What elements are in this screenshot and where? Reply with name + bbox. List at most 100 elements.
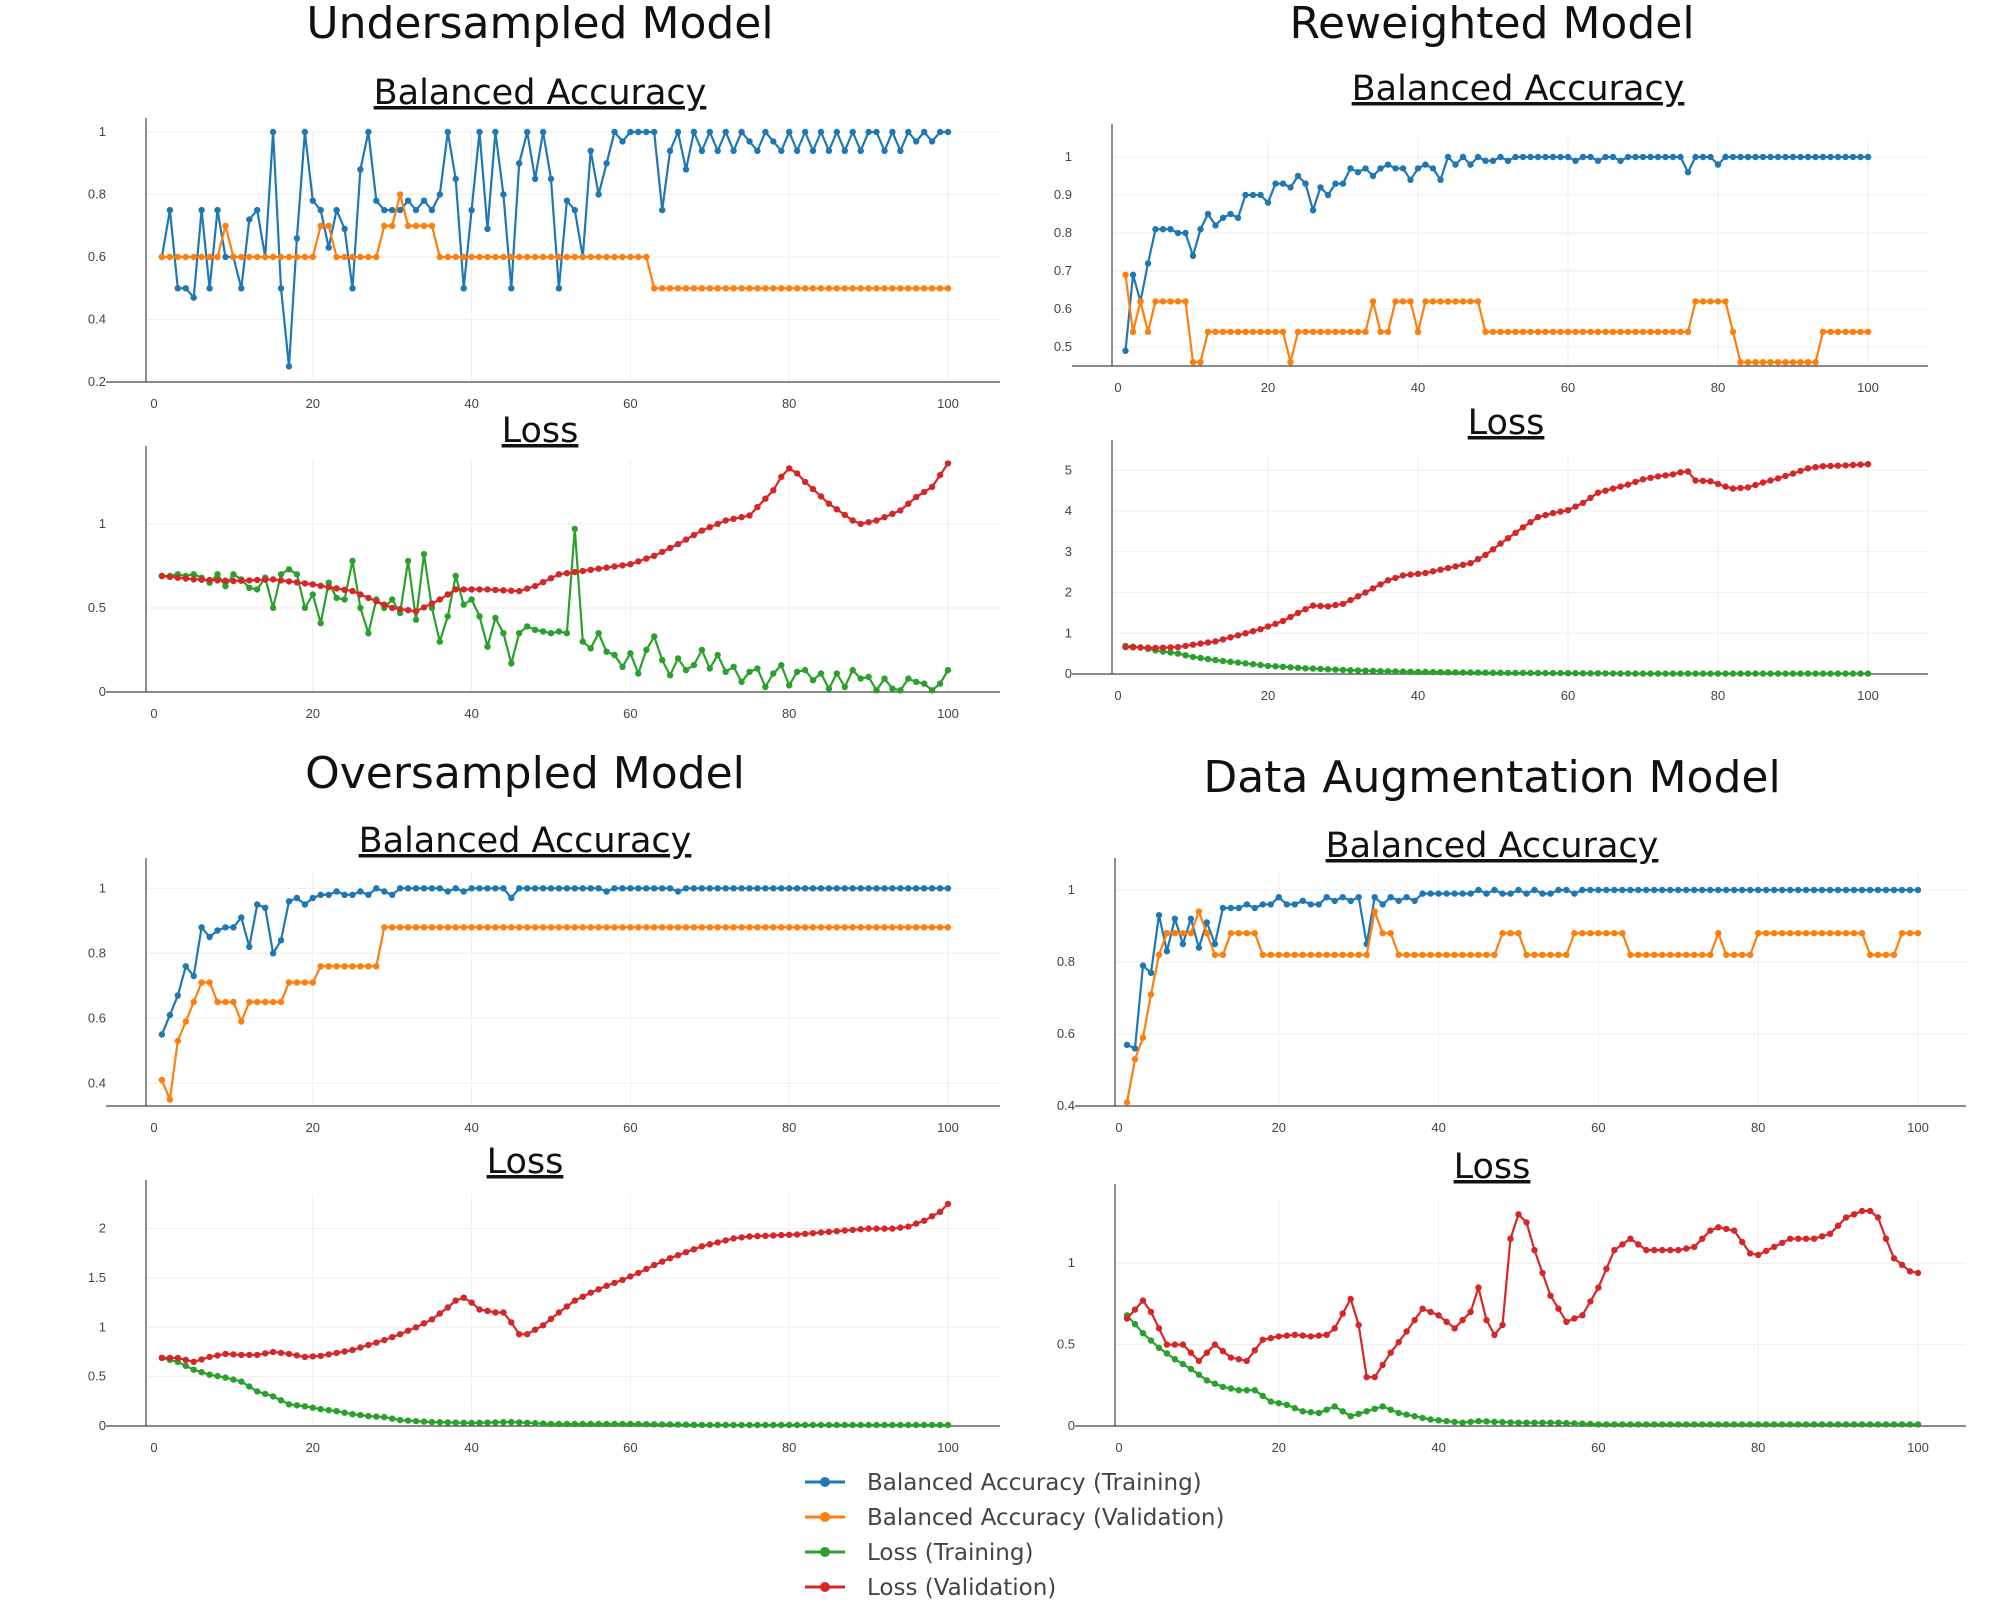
point-train_loss	[563, 1420, 571, 1428]
series-line-val_acc	[1125, 907, 1918, 1103]
point-train_loss	[1587, 670, 1594, 677]
point-train_acc	[849, 885, 856, 892]
point-train_acc	[1555, 886, 1562, 894]
point-train_loss	[674, 655, 682, 662]
point-val_acc	[1324, 328, 1332, 335]
point-train_acc	[817, 885, 825, 892]
point-val_loss	[682, 536, 690, 543]
point-val_acc	[1531, 951, 1538, 958]
point-val_loss	[198, 1356, 205, 1363]
point-train_acc	[1826, 886, 1834, 894]
point-val_loss	[262, 576, 269, 583]
legend-item-val-loss[interactable]: Loss (Validation)	[805, 1575, 1056, 1600]
point-val_acc	[921, 924, 928, 931]
point-train_loss	[1227, 1385, 1235, 1392]
point-val_acc	[436, 253, 443, 261]
point-val_acc	[833, 285, 840, 292]
point-train_acc	[1354, 169, 1362, 176]
point-train_acc	[1139, 962, 1147, 969]
point-val_loss	[1504, 535, 1512, 542]
legend-item-val-acc[interactable]: Balanced Accuracy (Validation)	[805, 1505, 1224, 1531]
point-train_loss	[277, 571, 285, 578]
x-tick-label: 100	[937, 706, 959, 721]
point-train_loss	[1414, 668, 1422, 676]
point-train_loss	[659, 656, 666, 664]
point-val_acc	[190, 253, 197, 261]
point-val_loss	[1211, 1341, 1219, 1348]
point-train_loss	[1914, 1421, 1922, 1428]
point-val_acc	[595, 253, 602, 261]
point-train_loss	[349, 557, 356, 565]
point-val_loss	[277, 577, 285, 584]
point-train_loss	[1467, 1418, 1474, 1426]
x-tick-label: 100	[937, 1120, 959, 1135]
point-val_loss	[325, 1351, 332, 1358]
legend-item-train-acc[interactable]: Balanced Accuracy (Training)	[805, 1470, 1202, 1496]
point-train_acc	[1131, 1045, 1139, 1052]
point-train_loss	[396, 1416, 404, 1424]
y-tick-label: 0.8	[88, 187, 106, 202]
point-train_acc	[246, 216, 253, 223]
point-train_loss	[444, 613, 451, 620]
point-train_acc	[1744, 153, 1752, 161]
point-train_acc	[746, 885, 753, 892]
point-val_loss	[651, 1261, 658, 1269]
point-val_acc	[1371, 908, 1378, 915]
point-train_loss	[928, 687, 936, 694]
series-line-train_loss	[1125, 644, 1868, 675]
point-val_loss	[531, 582, 539, 590]
point-val_loss	[698, 1243, 706, 1250]
point-train_loss	[484, 643, 491, 650]
point-val_acc	[539, 253, 547, 261]
point-train_acc	[1171, 915, 1179, 922]
point-train_loss	[1572, 670, 1579, 677]
point-val_loss	[412, 608, 420, 615]
point-train_acc	[682, 885, 690, 892]
x-tick-label: 60	[623, 396, 637, 411]
point-val_acc	[873, 924, 880, 931]
series-line-train_loss	[161, 1356, 948, 1427]
point-val_loss	[936, 471, 944, 479]
point-val_acc	[1242, 328, 1249, 335]
point-val_loss	[174, 574, 181, 581]
point-train_loss	[1662, 670, 1669, 677]
point-train_acc	[619, 138, 626, 145]
point-train_loss	[1259, 1392, 1267, 1400]
point-train_loss	[1422, 668, 1429, 676]
point-val_acc	[547, 924, 555, 931]
point-train_acc	[460, 888, 467, 895]
point-val_loss	[1264, 623, 1272, 630]
point-train_acc	[1864, 153, 1872, 161]
point-val_loss	[1699, 477, 1707, 485]
point-train_acc	[365, 128, 372, 136]
point-train_loss	[1818, 1421, 1826, 1428]
point-val_acc	[174, 1037, 181, 1045]
point-train_loss	[944, 666, 952, 674]
legend[interactable]: Balanced Accuracy (Training) Balanced Ac…	[805, 1470, 1224, 1600]
point-val_loss	[460, 1294, 467, 1301]
point-val_acc	[1147, 991, 1155, 998]
point-val_acc	[1515, 930, 1522, 937]
point-train_acc	[420, 885, 428, 892]
point-train_loss	[1715, 1421, 1722, 1428]
point-train_acc	[770, 885, 777, 892]
point-train_loss	[1475, 1417, 1482, 1425]
point-train_acc	[349, 285, 356, 292]
point-val_loss	[468, 1299, 475, 1306]
point-val_acc	[1729, 328, 1737, 335]
point-train_acc	[659, 885, 666, 892]
point-train_acc	[921, 885, 928, 892]
point-val_acc	[1129, 328, 1137, 335]
legend-item-train-loss[interactable]: Loss (Training)	[805, 1540, 1033, 1566]
point-train_loss	[1369, 667, 1377, 675]
point-train_acc	[230, 924, 237, 931]
point-val_acc	[516, 924, 523, 931]
point-val_loss	[1857, 461, 1864, 468]
point-train_loss	[928, 1421, 936, 1429]
point-train_acc	[484, 225, 491, 233]
point-train_acc	[555, 885, 563, 892]
point-train_loss	[1363, 1408, 1370, 1415]
point-train_acc	[158, 1031, 166, 1038]
legend-label-val-acc: Balanced Accuracy (Validation)	[867, 1505, 1224, 1531]
point-train_loss	[1507, 1419, 1514, 1426]
